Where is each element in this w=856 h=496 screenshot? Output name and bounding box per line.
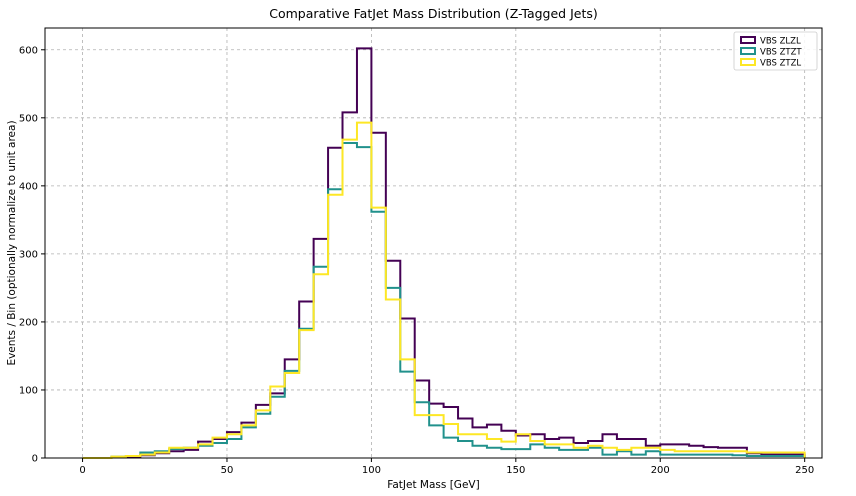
x-tick-label: 50 (221, 465, 234, 476)
y-tick-label: 500 (19, 113, 38, 124)
y-tick-label: 200 (19, 317, 38, 328)
y-axis-label: Events / Bin (optionally normalize to un… (6, 120, 18, 365)
x-tick-label: 100 (362, 465, 381, 476)
x-tick-label: 200 (651, 465, 670, 476)
x-tick-label: 150 (506, 465, 525, 476)
x-tick-label: 250 (795, 465, 814, 476)
series-line-2 (82, 121, 806, 459)
series-layer (82, 47, 806, 459)
y-tick-label: 300 (19, 249, 38, 260)
y-tick-label: 600 (19, 45, 38, 56)
series-line-1 (82, 141, 806, 459)
legend-label-0: VBS ZLZL (760, 37, 801, 47)
legend-swatch-1 (740, 47, 756, 55)
legend-label-1: VBS ZTZT (760, 48, 802, 58)
plot-frame (44, 27, 823, 459)
y-tick-label: 0 (32, 454, 38, 465)
grid (45, 28, 822, 459)
axis-ticks: 0 50 100 150 200 250 0 100 200 300 400 500 600 (19, 45, 814, 476)
legend-swatch-2 (740, 58, 756, 66)
legend-swatch-0 (740, 36, 756, 44)
y-tick-label: 400 (19, 181, 38, 192)
chart-title: Comparative FatJet Mass Distribution (Z-… (269, 6, 598, 21)
x-axis-label: FatJet Mass [GeV] (387, 479, 479, 491)
y-tick-label: 100 (19, 385, 38, 396)
x-tick-label: 0 (79, 465, 85, 476)
legend-label-2: VBS ZTZL (760, 59, 801, 69)
series-line-0 (82, 47, 806, 459)
